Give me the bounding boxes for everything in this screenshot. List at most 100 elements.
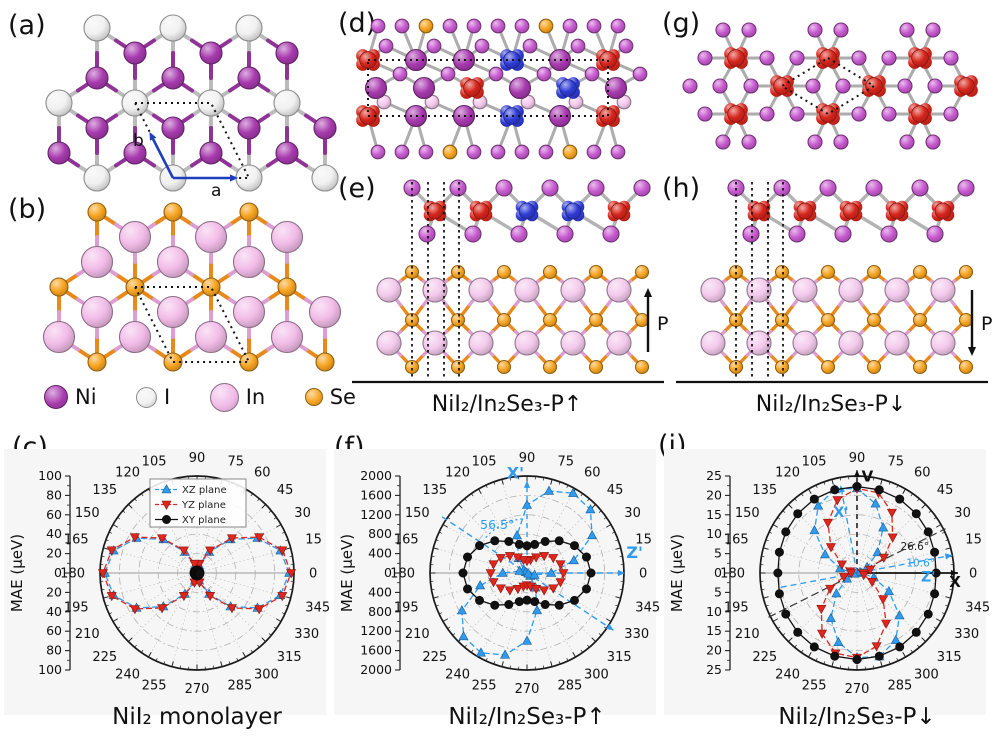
supercell <box>367 59 609 117</box>
svg-text:60: 60 <box>254 466 271 481</box>
svg-text:240: 240 <box>775 667 800 682</box>
svg-text:X': X' <box>833 505 848 521</box>
svg-text:XZ plane: XZ plane <box>182 485 227 496</box>
svg-text:400: 400 <box>368 584 392 599</box>
svg-text:150: 150 <box>405 506 430 521</box>
svg-text:270: 270 <box>185 682 210 697</box>
atom-legend-name-Ni: Ni <box>75 385 97 409</box>
atom-legend-item-Ni: Ni <box>44 385 97 409</box>
atom-legend-dot-Se <box>304 388 323 406</box>
svg-text:285: 285 <box>888 678 913 693</box>
svg-text:330: 330 <box>954 627 979 642</box>
caption-panel-h: NiI₂/In₂Se₃-P↓ <box>755 392 907 417</box>
panel-e-heterostructure-side-view-p-up: P <box>352 179 668 384</box>
svg-text:60: 60 <box>46 623 62 638</box>
lattice-vectors: ab <box>133 131 238 201</box>
svg-text:195: 195 <box>724 601 749 616</box>
svg-text:30: 30 <box>294 506 311 521</box>
svg-text:105: 105 <box>802 455 827 470</box>
unit-cell <box>133 286 251 363</box>
svg-text:80: 80 <box>46 643 62 658</box>
svg-text:180: 180 <box>60 567 85 582</box>
svg-text:300: 300 <box>254 667 279 682</box>
atom-color-legend: Ni I In Se <box>44 380 356 414</box>
svg-text:10: 10 <box>706 604 722 619</box>
svg-text:75: 75 <box>558 455 575 470</box>
svg-text:800: 800 <box>368 526 392 541</box>
svg-text:20: 20 <box>706 487 722 502</box>
radial-axis: 2000 1600 1200 800 400 0 400 800 1200 1600 2000 <box>360 468 401 677</box>
caption-panel-e: NiI₂/In₂Se₃-P↑ <box>431 392 583 417</box>
panel-g-label: (g) <box>662 8 701 39</box>
caption-panel-c: NiI₂ monolayer <box>112 704 282 730</box>
svg-text:315: 315 <box>277 650 302 665</box>
svg-text:105: 105 <box>142 455 167 470</box>
lattice-vector-b-label: b <box>133 131 144 151</box>
svg-text:60: 60 <box>914 466 931 481</box>
svg-text:45: 45 <box>937 483 954 498</box>
svg-text:0: 0 <box>639 567 647 582</box>
svg-text:210: 210 <box>75 627 100 642</box>
svg-text:XY plane: XY plane <box>182 515 226 526</box>
atom-legend-name-Se: Se <box>329 385 356 409</box>
svg-text:135: 135 <box>422 483 447 498</box>
svg-text:120: 120 <box>775 466 800 481</box>
radial-axis: 25 20 15 10 5 0 5 10 15 20 25 <box>706 468 731 677</box>
svg-text:X': X' <box>507 464 524 483</box>
svg-text:26.6°: 26.6° <box>900 541 929 553</box>
svg-text:20: 20 <box>46 546 62 561</box>
atoms <box>356 18 648 160</box>
svg-text:40: 40 <box>46 604 62 619</box>
series-xy-plane <box>189 565 205 581</box>
svg-text:1600: 1600 <box>360 487 392 502</box>
svg-text:1200: 1200 <box>360 507 392 522</box>
svg-text:120: 120 <box>445 466 470 481</box>
svg-text:X: X <box>949 573 961 591</box>
svg-text:195: 195 <box>394 601 419 616</box>
svg-text:150: 150 <box>735 506 760 521</box>
svg-text:45: 45 <box>607 483 624 498</box>
panel-d-label: (d) <box>338 8 377 39</box>
atoms <box>376 179 651 375</box>
panel-h-heterostructure-side-view-p-down: P <box>676 179 992 384</box>
svg-text:Z': Z' <box>921 570 935 586</box>
bonds <box>366 25 641 153</box>
svg-text:800: 800 <box>368 604 392 619</box>
svg-text:60: 60 <box>584 466 601 481</box>
svg-text:5: 5 <box>714 546 722 561</box>
svg-text:345: 345 <box>305 601 330 616</box>
svg-text:25: 25 <box>706 662 722 677</box>
svg-text:90: 90 <box>849 451 866 466</box>
atom-legend-dot-Ni <box>44 385 68 409</box>
caption-panel-i: NiI₂/In₂Se₃-P↓ <box>778 704 936 730</box>
annotation-labels: X V 26.6° 10.6°Z' X' <box>833 467 961 590</box>
atom-legend-item-I: I <box>136 385 170 409</box>
panel-i-polar-chart-mae: 0153045607590105120135150165180195210225… <box>664 449 990 715</box>
polarization-label: P <box>657 313 668 335</box>
svg-text:YZ plane: YZ plane <box>181 500 226 511</box>
svg-text:345: 345 <box>635 601 660 616</box>
atom-legend-dot-In <box>209 382 239 412</box>
svg-text:5: 5 <box>714 584 722 599</box>
atom-legend-item-In: In <box>209 382 265 412</box>
atoms <box>700 179 975 375</box>
radial-axis-title: MAE (μeV) <box>338 534 356 612</box>
svg-text:345: 345 <box>965 601 990 616</box>
polarization-arrow: P <box>643 288 668 352</box>
svg-text:100: 100 <box>38 468 62 483</box>
svg-text:255: 255 <box>472 678 497 693</box>
series-yz-plane <box>485 552 569 596</box>
svg-text:270: 270 <box>845 682 870 697</box>
svg-text:1600: 1600 <box>360 643 392 658</box>
panel-b-structure-top-view-in2se3 <box>42 202 342 372</box>
svg-text:270: 270 <box>515 682 540 697</box>
svg-text:2000: 2000 <box>360 662 392 677</box>
annotation-labels: X' 56.5° Z' <box>480 464 643 562</box>
svg-text:180: 180 <box>720 567 745 582</box>
svg-text:10.6°: 10.6° <box>906 557 935 569</box>
svg-text:0: 0 <box>969 567 977 582</box>
atom-legend-name-I: I <box>164 385 171 409</box>
panel-c-polar-chart-mae: 0153045607590105120135150165180195210225… <box>4 449 330 715</box>
svg-text:30: 30 <box>624 506 641 521</box>
